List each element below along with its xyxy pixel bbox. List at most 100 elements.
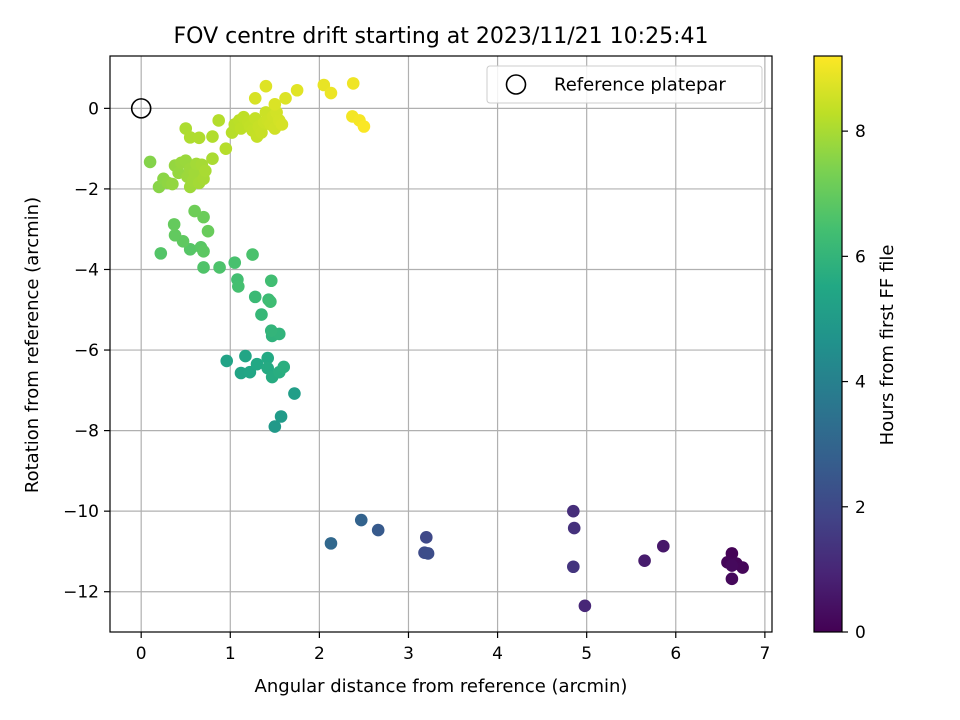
data-point — [168, 228, 182, 242]
data-point — [143, 155, 157, 169]
y-tick-label: −10 — [63, 502, 99, 522]
data-point — [736, 561, 749, 574]
data-point — [638, 554, 651, 568]
data-point — [201, 224, 215, 238]
data-point — [261, 351, 275, 365]
data-point — [255, 308, 268, 321]
y-tick-label: −4 — [74, 260, 99, 280]
data-point — [206, 130, 219, 143]
data-point — [232, 280, 245, 293]
data-point — [250, 357, 264, 371]
data-point — [354, 513, 368, 527]
reference-platepar-marker — [130, 98, 152, 119]
data-point — [206, 152, 219, 166]
y-tick-label: −6 — [74, 341, 99, 361]
colorbar-tick-label: 0 — [855, 623, 866, 643]
data-point — [220, 354, 234, 368]
data-point — [228, 256, 242, 269]
colorbar-tick-label: 6 — [855, 247, 866, 267]
x-tick-label: 6 — [670, 644, 681, 664]
colorbar-label: Hours from first FF file — [877, 245, 898, 446]
data-point — [167, 218, 181, 231]
data-point — [197, 261, 210, 274]
chart-title: FOV centre drift starting at 2023/11/21 … — [174, 24, 709, 49]
data-point — [268, 420, 282, 433]
y-axis-ticks: 0 −2 −4 −6 −8 −10 −12 — [63, 99, 110, 603]
data-point — [290, 83, 304, 97]
scatter-points — [143, 77, 749, 613]
colorbar-tick-label: 8 — [855, 122, 866, 142]
colorbar-gradient — [813, 55, 843, 633]
data-point — [578, 599, 592, 613]
data-point — [324, 537, 338, 550]
data-point — [275, 118, 289, 131]
data-point — [239, 349, 252, 363]
y-tick-label: 0 — [88, 99, 99, 119]
data-point — [264, 295, 277, 309]
x-axis-ticks: 0 1 2 3 4 5 6 7 — [136, 632, 770, 664]
data-point — [346, 77, 360, 90]
data-point — [324, 86, 338, 100]
data-point — [188, 204, 201, 218]
x-tick-label: 2 — [314, 644, 325, 664]
data-point — [421, 547, 435, 560]
data-point — [255, 126, 268, 139]
y-tick-label: −2 — [74, 180, 99, 200]
legend-marker-icon — [505, 74, 527, 95]
data-point — [259, 79, 273, 93]
data-point — [248, 91, 262, 105]
x-tick-label: 1 — [225, 644, 236, 664]
data-point — [567, 521, 581, 535]
y-tick-label: −8 — [74, 422, 99, 442]
x-tick-label: 5 — [581, 644, 592, 664]
data-point — [219, 142, 233, 155]
data-point — [268, 98, 282, 111]
colorbar-ticks: 0 2 4 6 8 — [842, 122, 866, 643]
data-point — [166, 177, 179, 191]
data-point — [197, 210, 210, 224]
x-tick-label: 3 — [403, 644, 414, 664]
data-point — [567, 504, 580, 518]
x-axis-label: Angular distance from reference (arcmin) — [255, 676, 628, 697]
data-point — [371, 523, 385, 537]
colorbar-tick-label: 2 — [855, 498, 866, 518]
plot-frame — [109, 55, 773, 633]
data-point — [277, 360, 291, 374]
data-point — [264, 274, 278, 288]
plot-background — [110, 56, 772, 632]
data-point — [213, 261, 226, 274]
data-point — [317, 78, 331, 92]
data-point — [183, 131, 197, 144]
data-point — [274, 410, 288, 423]
data-point — [567, 560, 580, 574]
data-point — [657, 539, 670, 553]
data-point — [154, 247, 168, 260]
data-point — [197, 245, 210, 258]
y-tick-label: −12 — [63, 583, 99, 603]
plot-area: 0 1 2 3 4 5 6 7 0 −2 −4 −6 −8 −10 −12 — [63, 55, 773, 664]
data-point — [279, 91, 292, 105]
legend: Reference platepar — [486, 65, 763, 104]
colorbar: 0 2 4 6 8 Hours from first FF file — [813, 55, 898, 643]
data-point — [357, 120, 371, 133]
data-point — [246, 248, 259, 261]
colorbar-tick-label: 4 — [855, 373, 866, 393]
x-tick-label: 7 — [759, 644, 770, 664]
x-tick-label: 4 — [492, 644, 503, 664]
data-point — [248, 290, 262, 304]
data-point — [183, 243, 197, 256]
data-point — [212, 114, 225, 127]
legend-entry-reference-platepar: Reference platepar — [554, 75, 726, 96]
data-point — [264, 324, 278, 338]
data-point — [419, 531, 433, 544]
data-point — [199, 164, 212, 178]
x-tick-label: 0 — [136, 644, 147, 664]
data-point — [725, 572, 739, 586]
data-point — [725, 559, 739, 572]
y-axis-label: Rotation from reference (arcmin) — [22, 197, 43, 493]
data-point — [288, 387, 301, 400]
legend-box — [486, 65, 763, 104]
data-point — [243, 365, 257, 379]
grid-lines — [110, 56, 772, 632]
